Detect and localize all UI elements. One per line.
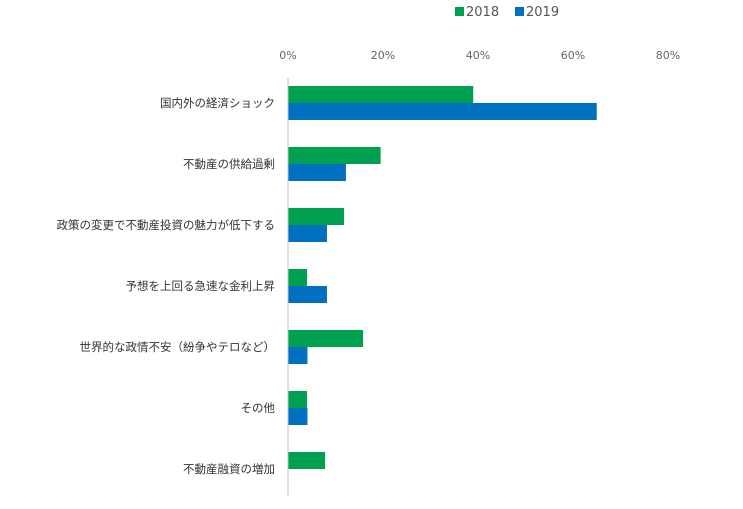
legend-swatch-2018 [455, 7, 464, 16]
bar-2019-2 [288, 225, 327, 242]
category-label: その他 [241, 401, 276, 415]
category-label: 世界的な政情不安（紛争やテロなど） [80, 340, 276, 354]
x-tick-label: 0% [279, 49, 296, 62]
bar-2018-1 [288, 147, 381, 164]
bar-2019-4 [288, 347, 308, 364]
bar-2018-6 [288, 452, 326, 469]
bar-2019-0 [288, 103, 597, 120]
bar-2018-3 [288, 269, 307, 286]
bar-2018-5 [288, 391, 307, 408]
legend: 2018 2019 [455, 5, 559, 20]
category-label: 政策の変更で不動産投資の魅力が低下する [57, 218, 276, 232]
bar-2018-2 [288, 208, 345, 225]
category-label: 予想を上回る急速な金利上昇 [126, 279, 276, 293]
category-label: 不動産の供給過剰 [183, 157, 275, 171]
category-label: 国内外の経済ショック [160, 96, 275, 110]
bar-2019-5 [288, 408, 308, 425]
bar-2019-3 [288, 286, 327, 303]
bar-2019-1 [288, 164, 346, 181]
category-label: 不動産融資の増加 [183, 462, 275, 476]
category-labels: 国内外の経済ショック不動産の供給過剰政策の変更で不動産投資の魅力が低下する予想を… [57, 96, 276, 476]
x-tick-label: 80% [656, 49, 680, 62]
x-axis-ticks: 0% 20% 40% 60% 80% [279, 49, 680, 62]
bars [288, 86, 597, 469]
legend-label-2019: 2019 [526, 5, 559, 20]
x-tick-label: 20% [371, 49, 395, 62]
x-tick-label: 60% [561, 49, 585, 62]
bar-2018-0 [288, 86, 474, 103]
legend-label-2018: 2018 [466, 5, 499, 20]
legend-swatch-2019 [515, 7, 524, 16]
x-tick-label: 40% [466, 49, 490, 62]
bar-2018-4 [288, 330, 364, 347]
